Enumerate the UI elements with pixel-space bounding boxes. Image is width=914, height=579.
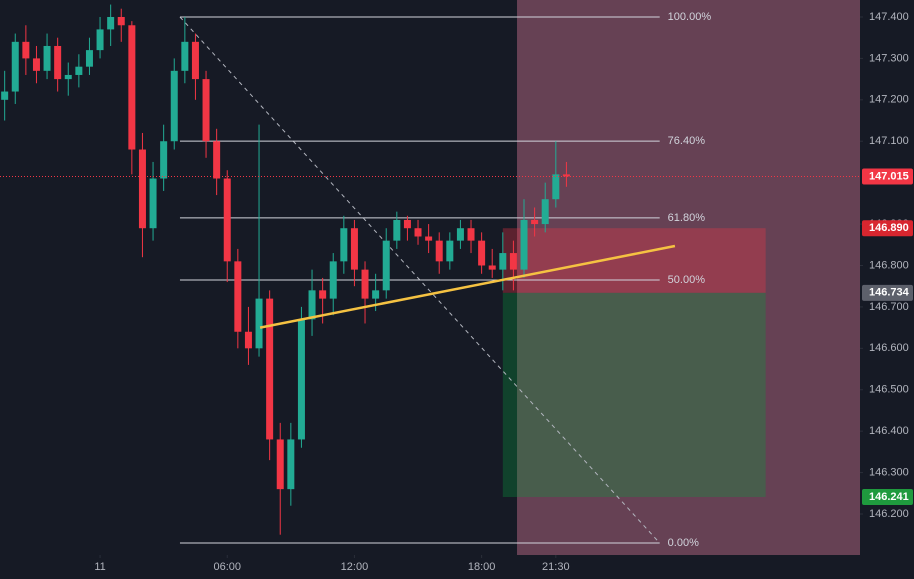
- candle-body: [350, 228, 358, 270]
- y-tick-label: 146.500: [869, 384, 909, 396]
- candle-body: [96, 29, 104, 51]
- fib-level-label: 100.00%: [668, 11, 712, 23]
- candle-body: [43, 45, 51, 71]
- candle-body: [467, 228, 475, 241]
- candle-body: [552, 174, 560, 200]
- candle-body: [329, 261, 337, 299]
- y-tick-label: 146.600: [869, 342, 909, 354]
- candle-body: [287, 439, 295, 490]
- y-tick-label: 147.400: [869, 11, 909, 23]
- candle-body: [64, 74, 72, 80]
- candle-body: [117, 16, 125, 26]
- candle-body: [361, 269, 369, 299]
- candle-body: [446, 240, 454, 262]
- candle-body: [276, 439, 284, 490]
- candle-body: [244, 331, 252, 349]
- candle-body: [456, 228, 464, 241]
- price-tag: [862, 220, 913, 237]
- y-tick-label: 146.200: [869, 508, 909, 520]
- candle-body: [382, 240, 390, 291]
- x-tick-label: 06:00: [213, 561, 241, 573]
- candle-body: [562, 174, 570, 177]
- y-tick-label: 146.800: [869, 259, 909, 271]
- candle-body: [22, 41, 30, 59]
- y-tick-label: 146.300: [869, 466, 909, 478]
- candle-body: [393, 219, 401, 241]
- candle-body: [340, 228, 348, 262]
- candle-body: [488, 265, 496, 270]
- candle-body: [531, 219, 539, 225]
- candle-body: [520, 219, 528, 270]
- candle-body: [138, 149, 146, 229]
- y-tick-label: 146.400: [869, 425, 909, 437]
- candle-body: [499, 253, 507, 270]
- x-tick-label: 21:30: [542, 561, 570, 573]
- candle-body: [128, 25, 136, 150]
- candle-body: [223, 178, 231, 262]
- candle-body: [160, 141, 168, 179]
- candle-body: [414, 228, 422, 237]
- candle-body: [435, 240, 443, 262]
- y-tick-label: 147.100: [869, 135, 909, 147]
- candle-body: [297, 319, 305, 440]
- fib-level-label: 0.00%: [668, 537, 699, 549]
- price-tag: [862, 168, 913, 185]
- candle-body: [319, 290, 327, 299]
- candle-body: [75, 66, 83, 75]
- candle-body: [11, 41, 19, 92]
- candle-body: [149, 178, 157, 229]
- price-tag: [862, 284, 913, 301]
- y-tick-label: 147.200: [869, 94, 909, 106]
- fib-level-label: 76.40%: [668, 135, 706, 147]
- candle-body: [509, 253, 517, 270]
- price-tag-label: 147.015: [869, 170, 909, 182]
- candle-body: [255, 298, 263, 349]
- candle-body: [181, 41, 189, 71]
- candle-body: [54, 45, 62, 80]
- trendline: [259, 244, 676, 329]
- x-tick-label: 12:00: [341, 561, 369, 573]
- candle-body: [425, 236, 433, 241]
- target-zone: [502, 292, 766, 498]
- price-tag-label: 146.890: [869, 222, 909, 234]
- fib-level-label: 61.80%: [668, 212, 706, 224]
- candle-body: [32, 58, 40, 71]
- candle-body: [372, 290, 380, 299]
- price-tag-label: 146.734: [869, 287, 910, 299]
- candle-body: [107, 16, 115, 30]
- candle-body: [1, 91, 9, 100]
- x-tick-label: 11: [94, 561, 105, 573]
- price-tag: [862, 489, 913, 506]
- candle-body: [85, 50, 93, 67]
- stop-zone: [502, 228, 766, 293]
- fib-level-label: 50.00%: [668, 274, 706, 286]
- candle-body: [266, 298, 274, 440]
- candle-body: [202, 79, 210, 142]
- y-tick-label: 146.700: [869, 301, 909, 313]
- x-tick-label: 18:00: [468, 561, 496, 573]
- price-tag-label: 146.241: [869, 491, 909, 503]
- candle-body: [234, 261, 242, 332]
- candle-body: [170, 70, 178, 142]
- y-tick-label: 147.300: [869, 52, 909, 64]
- candle-body: [308, 290, 316, 320]
- candle-body: [213, 141, 221, 179]
- candle-body: [541, 199, 549, 225]
- candle-body: [478, 240, 486, 266]
- session-highlight: [517, 0, 860, 555]
- candle-body: [403, 219, 411, 229]
- candle-body: [191, 41, 199, 80]
